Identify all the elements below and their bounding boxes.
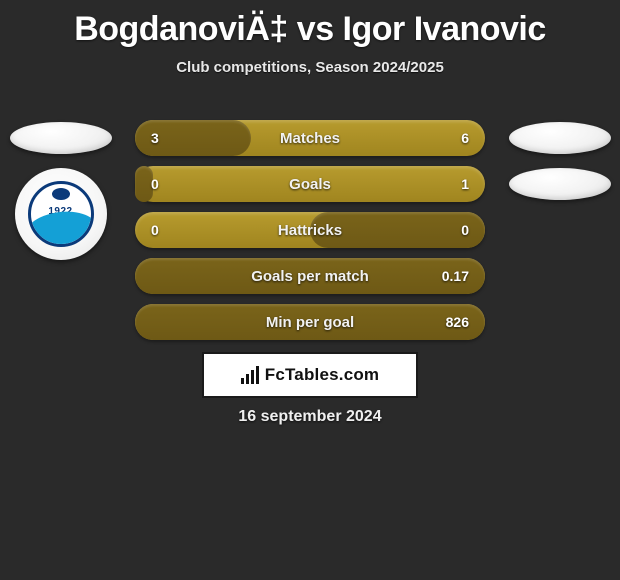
- stat-bar: 0Hattricks0: [135, 212, 485, 248]
- brand-chart-icon: [241, 366, 259, 384]
- brand-box[interactable]: FcTables.com: [202, 352, 418, 398]
- page-subtitle: Club competitions, Season 2024/2025: [0, 59, 620, 76]
- stat-bar-label: Goals per match: [135, 258, 485, 294]
- comparison-widget: BogdanoviÄ‡ vs Igor Ivanovic Club compet…: [0, 0, 620, 580]
- stat-bar-right-value: 0.17: [442, 258, 469, 294]
- stat-bar-right-value: 826: [446, 304, 469, 340]
- stat-bar-label: Hattricks: [135, 212, 485, 248]
- stat-bar: 0Goals1: [135, 166, 485, 202]
- stat-bar: 3Matches6: [135, 120, 485, 156]
- right-player-avatar: [509, 122, 611, 154]
- page-title: BogdanoviÄ‡ vs Igor Ivanovic: [0, 0, 620, 49]
- stat-bar-label: Min per goal: [135, 304, 485, 340]
- brand-text: FcTables.com: [265, 365, 380, 385]
- right-player-column: [507, 122, 612, 200]
- stat-bar-right-value: 1: [461, 166, 469, 202]
- badge-ball-icon: [52, 188, 70, 200]
- left-player-avatar: [10, 122, 112, 154]
- left-club-badge-inner: 1922: [28, 181, 94, 247]
- right-club-badge: [509, 168, 611, 200]
- stat-bar-right-value: 0: [461, 212, 469, 248]
- stat-bar-right-value: 6: [461, 120, 469, 156]
- stat-bar: Goals per match0.17: [135, 258, 485, 294]
- left-player-column: 1922: [8, 122, 113, 260]
- stats-bars: 3Matches60Goals10Hattricks0Goals per mat…: [135, 120, 485, 340]
- stat-bar: Min per goal826: [135, 304, 485, 340]
- left-club-badge: 1922: [15, 168, 107, 260]
- stat-bar-label: Goals: [135, 166, 485, 202]
- date-line: 16 september 2024: [0, 408, 620, 426]
- stat-bar-label: Matches: [135, 120, 485, 156]
